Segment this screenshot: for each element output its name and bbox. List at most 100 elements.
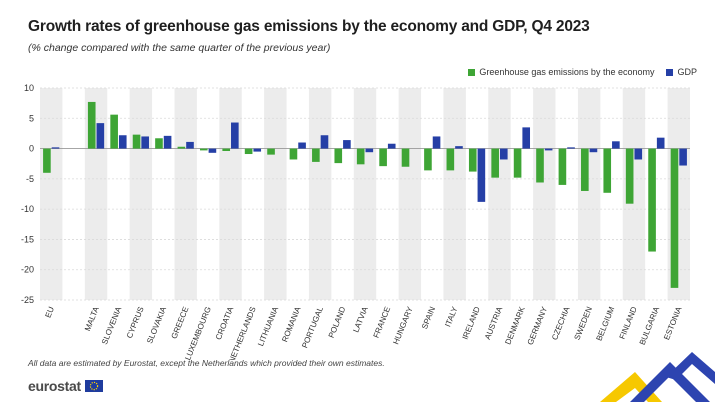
bar-gdp xyxy=(343,140,351,149)
background-band xyxy=(219,88,242,300)
bar-gdp xyxy=(477,148,486,202)
x-tick-label: LATVIA xyxy=(351,305,370,334)
y-tick-label: 10 xyxy=(24,83,34,93)
bar-ghg xyxy=(603,148,612,193)
background-band xyxy=(577,88,601,300)
bar-gdp xyxy=(455,146,463,149)
legend: Greenhouse gas emissions by the economy … xyxy=(468,67,697,77)
bar-gdp xyxy=(634,148,643,160)
x-tick-label: CROATIA xyxy=(214,305,236,341)
legend-label-gdp: GDP xyxy=(677,67,697,77)
x-tick-label: ITALY xyxy=(443,305,459,328)
eu-flag-icon xyxy=(84,380,103,392)
x-tick-label: MALTA xyxy=(83,305,101,333)
footnote: All data are estimated by Eurostat, exce… xyxy=(28,358,385,368)
bar-ghg xyxy=(244,148,253,155)
legend-item-gdp: GDP xyxy=(666,67,697,77)
x-tick-label: LITHUANIA xyxy=(256,305,280,348)
legend-item-ghg: Greenhouse gas emissions by the economy xyxy=(468,67,654,77)
background-band xyxy=(40,88,63,300)
bar-ghg xyxy=(155,138,163,149)
bar-ghg xyxy=(536,148,544,183)
bar-ghg xyxy=(334,148,343,164)
bar-ghg xyxy=(132,134,141,149)
bar-ghg xyxy=(581,148,589,191)
bar-ghg xyxy=(468,148,477,172)
bar-ghg xyxy=(267,148,275,155)
y-tick-label: 0 xyxy=(29,144,34,154)
bar-ghg xyxy=(43,148,51,173)
bar-ghg xyxy=(648,148,656,252)
bar-gdp xyxy=(320,135,329,149)
bar-gdp xyxy=(387,143,396,149)
bar-gdp xyxy=(612,141,620,149)
bar-gdp xyxy=(231,122,239,149)
background-band xyxy=(533,88,556,300)
bar-gdp xyxy=(365,148,374,153)
background-band xyxy=(129,88,153,300)
x-tick-label: SPAIN xyxy=(420,305,437,330)
legend-swatch-ghg xyxy=(468,68,476,76)
x-tick-label: HUNGARY xyxy=(391,305,415,346)
bar-ghg xyxy=(110,114,118,149)
bar-ghg xyxy=(401,148,410,167)
bar-ghg xyxy=(199,148,208,151)
bar-gdp xyxy=(656,137,665,149)
logo-text: eurostat xyxy=(28,378,81,394)
legend-swatch-gdp xyxy=(666,68,674,76)
background-band xyxy=(174,88,197,300)
bar-ghg xyxy=(558,148,567,185)
bar-gdp xyxy=(163,135,172,149)
x-tick-label: CZECHIA xyxy=(550,305,572,342)
y-tick-label: -15 xyxy=(21,234,34,244)
bar-ghg xyxy=(513,148,522,178)
bar-ghg xyxy=(446,148,455,171)
bar-gdp xyxy=(298,142,306,149)
bar-ghg xyxy=(312,148,320,162)
background-band xyxy=(308,88,332,300)
bar-ghg xyxy=(491,148,499,178)
chart-title: Growth rates of greenhouse gas emissions… xyxy=(28,18,590,35)
bar-gdp xyxy=(544,148,553,151)
bar-gdp xyxy=(141,136,149,149)
y-tick-label: 5 xyxy=(29,113,34,123)
x-tick-label: EU xyxy=(44,305,57,319)
background-band xyxy=(443,88,466,300)
x-tick-label: DENMARK xyxy=(503,305,527,346)
x-tick-label: POLAND xyxy=(327,305,348,339)
y-tick-label: -20 xyxy=(21,265,34,275)
bar-gdp xyxy=(432,136,441,149)
x-tick-label: SLOVENIA xyxy=(100,305,124,346)
bar-gdp xyxy=(208,148,217,153)
bar-gdp xyxy=(522,127,531,149)
bar-gdp xyxy=(499,148,508,160)
bar-gdp xyxy=(186,141,194,149)
bar-gdp xyxy=(567,147,575,149)
bar-ghg xyxy=(625,148,634,204)
x-tick-label: CYPRUS xyxy=(125,305,146,339)
background-band xyxy=(353,88,377,300)
x-tick-label: GERMANY xyxy=(526,305,550,346)
bar-gdp xyxy=(118,135,127,149)
bar-gdp xyxy=(253,148,262,152)
x-tick-label: SWEDEN xyxy=(572,305,594,341)
y-tick-label: -25 xyxy=(21,295,34,305)
bar-ghg xyxy=(289,148,298,160)
bar-ghg xyxy=(222,148,231,151)
x-tick-label: IRELAND xyxy=(461,305,482,341)
legend-label-ghg: Greenhouse gas emissions by the economy xyxy=(479,67,655,77)
x-tick-label: ROMANIA xyxy=(280,305,303,344)
bar-ghg xyxy=(87,101,96,149)
y-tick-label: -5 xyxy=(26,174,34,184)
bar-gdp xyxy=(51,147,60,149)
x-tick-label: PORTUGAL xyxy=(300,305,325,350)
bar-gdp xyxy=(679,148,687,166)
x-tick-label: SLOVAKIA xyxy=(145,305,168,345)
bar-ghg xyxy=(379,148,387,167)
x-tick-label: FRANCE xyxy=(372,305,393,339)
x-tick-label: AUSTRIA xyxy=(483,305,505,341)
eurostat-logo: eurostat xyxy=(28,378,103,394)
bar-ghg xyxy=(670,148,679,288)
background-band xyxy=(622,88,646,300)
